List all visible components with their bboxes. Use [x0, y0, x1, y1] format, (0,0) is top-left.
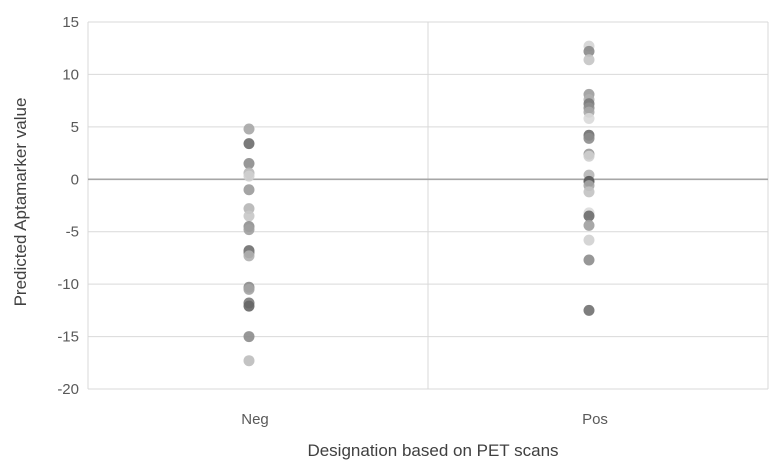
data-point [243, 210, 255, 222]
data-points [243, 40, 595, 367]
y-tick-label: -20 [57, 381, 79, 398]
data-point [243, 300, 255, 312]
data-point [243, 355, 255, 367]
y-tick-label: -5 [66, 224, 79, 241]
y-tick-label: 10 [62, 66, 79, 83]
y-axis-ticks: 15 10 5 0 -5 -10 -15 -20 [57, 14, 79, 398]
data-point [583, 234, 595, 246]
data-point [243, 283, 255, 295]
y-tick-label: -15 [57, 329, 79, 346]
y-axis-title: Predicted Aptamarker value [11, 98, 30, 307]
x-axis-ticks: Neg Pos [241, 411, 608, 428]
y-tick-label: 15 [62, 14, 79, 31]
data-point [243, 158, 255, 170]
data-point [583, 254, 595, 266]
y-tick-label: 5 [71, 119, 79, 136]
data-point [583, 186, 595, 198]
x-tick-label: Pos [582, 411, 608, 428]
data-point [583, 45, 595, 57]
data-point [243, 331, 255, 343]
data-point [583, 112, 595, 124]
data-point [583, 210, 595, 222]
data-point [583, 150, 595, 162]
data-point [583, 132, 595, 144]
data-point [583, 54, 595, 66]
y-tick-label: 0 [71, 171, 79, 188]
data-point [243, 184, 255, 196]
grid-lines [87, 21, 769, 390]
data-point [243, 123, 255, 135]
data-point [243, 250, 255, 262]
data-point [583, 219, 595, 231]
data-point [583, 304, 595, 316]
data-point [243, 170, 255, 182]
data-point [243, 138, 255, 150]
data-point [243, 224, 255, 236]
x-tick-label: Neg [241, 411, 269, 428]
x-axis-title: Designation based on PET scans [307, 441, 558, 460]
y-tick-label: -10 [57, 276, 79, 293]
